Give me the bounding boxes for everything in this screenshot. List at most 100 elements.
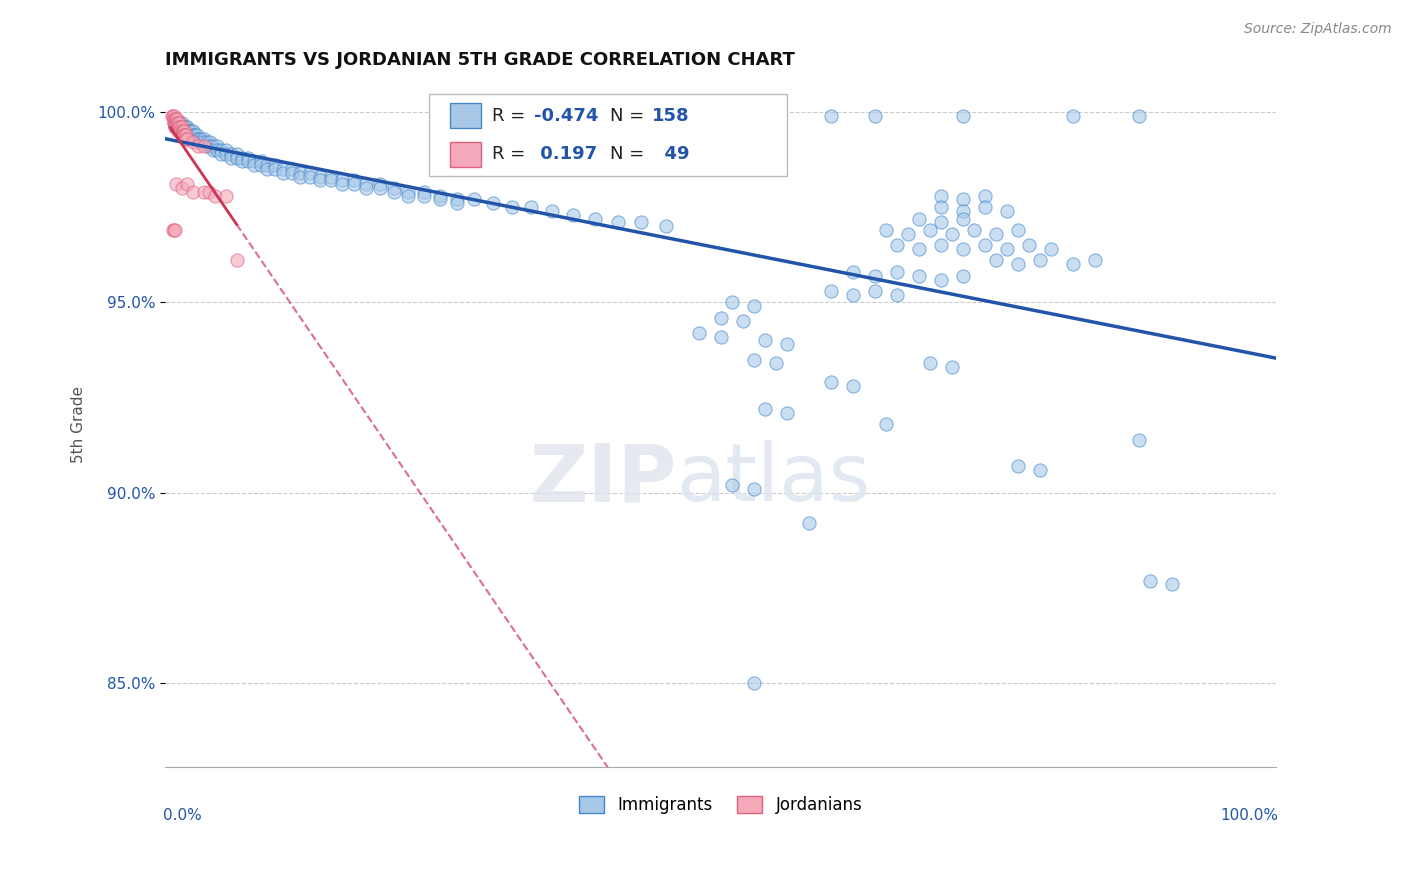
Point (225, 253, 247, 268)
Point (886, 238, 908, 252)
Point (820, 376, 842, 390)
Point (162, 109, 184, 123)
Point (193, 139, 215, 153)
Point (180, 124, 202, 138)
Text: ZIP: ZIP (529, 440, 676, 518)
Point (720, 295, 742, 310)
Point (214, 146, 236, 161)
Point (167, 120, 190, 134)
Point (236, 154, 259, 169)
Point (163, 109, 186, 123)
Point (820, 109, 842, 123)
Point (188, 136, 211, 150)
Point (169, 120, 191, 134)
Point (541, 203, 564, 218)
Point (776, 337, 799, 351)
Point (187, 139, 209, 153)
Point (165, 120, 187, 134)
Point (179, 124, 201, 138)
Point (264, 158, 287, 172)
Point (321, 173, 343, 187)
Point (169, 116, 191, 130)
Point (181, 128, 204, 142)
Point (163, 112, 186, 127)
Point (1007, 459, 1029, 474)
Point (198, 185, 221, 199)
Point (583, 211, 606, 226)
Point (209, 143, 232, 157)
Point (160, 109, 183, 123)
Point (167, 124, 190, 138)
Point (163, 116, 186, 130)
Point (176, 131, 198, 145)
Point (929, 238, 952, 252)
Point (984, 227, 1007, 241)
Point (356, 181, 378, 195)
Point (184, 128, 207, 142)
Point (907, 242, 929, 256)
Point (929, 272, 952, 286)
Point (863, 109, 886, 123)
Point (688, 326, 710, 340)
Point (973, 200, 995, 214)
Point (195, 139, 218, 153)
Point (929, 188, 952, 202)
Point (941, 360, 963, 375)
Point (181, 185, 204, 199)
Point (256, 158, 278, 172)
Text: R =: R = (492, 145, 531, 163)
Point (174, 128, 197, 142)
Point (184, 131, 207, 145)
Point (299, 166, 322, 180)
Point (271, 166, 294, 180)
Point (776, 406, 799, 420)
Point (177, 124, 200, 138)
Point (193, 136, 215, 150)
Point (330, 173, 353, 187)
Point (163, 116, 186, 130)
Point (742, 352, 765, 367)
Point (654, 219, 676, 234)
Point (797, 516, 820, 531)
Point (173, 128, 195, 142)
Point (290, 166, 312, 180)
Point (249, 158, 271, 172)
Point (174, 131, 197, 145)
Point (256, 161, 278, 176)
Point (165, 112, 187, 127)
Point (1128, 433, 1150, 447)
Point (163, 120, 186, 134)
Point (952, 211, 974, 226)
Point (907, 268, 929, 283)
Point (1128, 109, 1150, 123)
Point (299, 169, 322, 184)
Text: atlas: atlas (676, 440, 870, 518)
Text: IMMIGRANTS VS JORDANIAN 5TH GRADE CORRELATION CHART: IMMIGRANTS VS JORDANIAN 5TH GRADE CORREL… (165, 51, 794, 69)
Point (929, 200, 952, 214)
Point (478, 109, 501, 123)
Point (172, 124, 194, 138)
Text: -0.474: -0.474 (534, 107, 599, 125)
Point (1160, 577, 1182, 591)
Point (173, 128, 195, 142)
Point (754, 334, 776, 348)
Point (1029, 253, 1052, 268)
Point (875, 417, 897, 432)
Point (929, 215, 952, 229)
Point (165, 112, 187, 127)
Point (1039, 242, 1062, 256)
Point (179, 128, 201, 142)
Point (209, 146, 232, 161)
Point (290, 169, 312, 184)
Point (186, 131, 208, 145)
Point (181, 136, 204, 150)
Point (166, 116, 188, 130)
Point (446, 193, 468, 207)
Point (382, 185, 405, 199)
Point (1139, 574, 1161, 588)
Point (165, 116, 187, 130)
Point (172, 128, 194, 142)
Point (225, 146, 247, 161)
Point (952, 109, 974, 123)
Point (243, 158, 266, 172)
